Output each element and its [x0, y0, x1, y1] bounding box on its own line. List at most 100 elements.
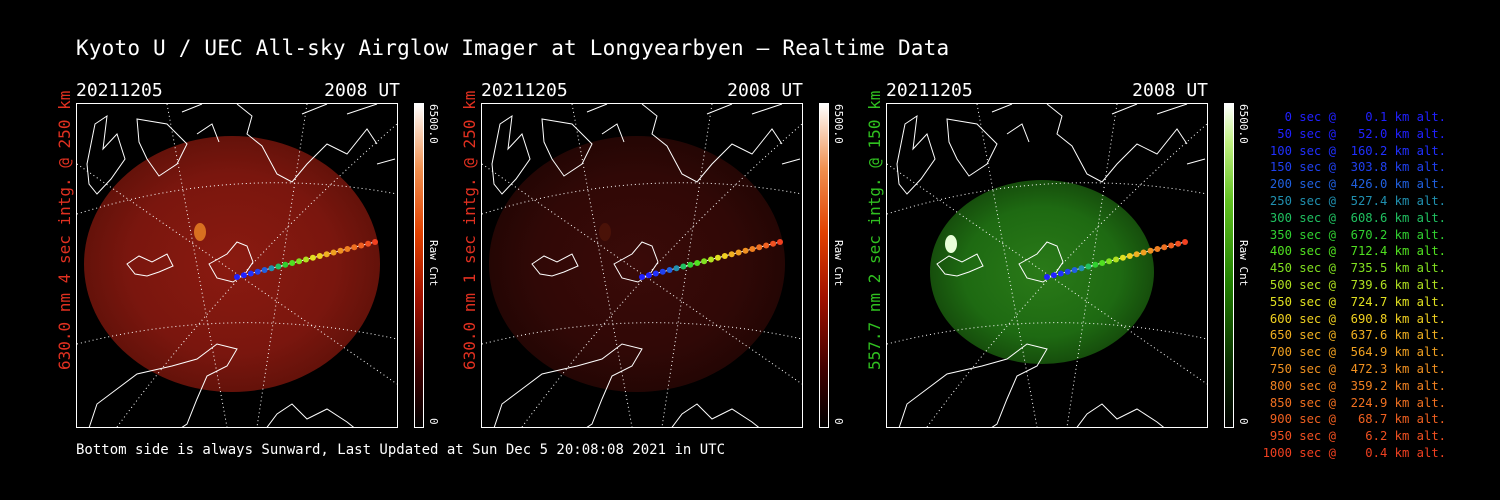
coastline: [126, 253, 174, 277]
panel-1-colorbar-min: 0: [427, 418, 440, 425]
coastline: [1018, 241, 1064, 283]
legend-row: 650 sec @ 637.6 km alt.: [1262, 328, 1446, 343]
map-gridline: [661, 104, 713, 427]
legend-row: 900 sec @ 68.7 km alt.: [1262, 412, 1446, 427]
panel-3-colorbar-max: 6500.0: [1237, 104, 1250, 144]
trajectory-point: [282, 261, 289, 268]
map-gridline: [256, 104, 308, 427]
legend-row: 400 sec @ 712.4 km alt.: [1262, 244, 1446, 259]
coastline: [706, 104, 801, 165]
coastline: [671, 403, 760, 427]
trajectory-point: [1140, 249, 1147, 256]
panel-1-ylabel: 630.0 nm 4 sec intg. @ 250 km: [55, 90, 74, 370]
trajectory-point: [1099, 260, 1106, 266]
trajectory-point: [1161, 244, 1168, 251]
trajectory-point: [645, 272, 652, 279]
trajectory-point: [756, 244, 763, 251]
panel-1-colorbar-max: 6500.0: [427, 104, 440, 144]
panel-2-ylabel: 630.0 nm 1 sec intg. @ 250 km: [460, 90, 479, 370]
legend-row: 300 sec @ 608.6 km alt.: [1262, 210, 1446, 225]
legend-row: 0 sec @ 0.1 km alt.: [1262, 110, 1446, 124]
legend-row: 850 sec @ 224.9 km alt.: [1262, 395, 1446, 410]
coastline: [946, 118, 998, 177]
panel-1-allsky-image: [76, 103, 398, 428]
panel-1-date: 20211205: [76, 80, 163, 101]
aurora-bright-spot: [599, 223, 611, 241]
trajectory-point: [1147, 247, 1154, 254]
coastline: [266, 403, 355, 427]
panel-3-allsky-image: [886, 103, 1208, 428]
coastline: [493, 343, 643, 427]
legend-row: 700 sec @ 564.9 km alt.: [1262, 345, 1446, 360]
map-gridline: [926, 123, 1207, 427]
legend-row: 50 sec @ 52.0 km alt.: [1262, 126, 1446, 141]
map-gridline: [887, 322, 1207, 345]
panel-2-date: 20211205: [481, 80, 568, 101]
trajectory-point: [652, 270, 659, 277]
trajectory-point: [777, 239, 783, 245]
trajectory-point: [1092, 261, 1099, 268]
trajectory-point: [714, 254, 721, 261]
trajectory-point: [254, 268, 261, 275]
trajectory-point: [694, 260, 701, 266]
trajectory-point: [358, 242, 365, 249]
trajectory-point: [365, 240, 372, 247]
panel-3-date: 20211205: [886, 80, 973, 101]
legend-row: 950 sec @ 6.2 km alt.: [1262, 429, 1446, 444]
trajectory-point: [708, 256, 714, 263]
trajectory-point: [742, 247, 749, 254]
coastline: [491, 114, 531, 195]
trajectory-point: [372, 239, 378, 245]
trajectory-point: [687, 261, 694, 268]
aurora-bright-spot: [194, 223, 206, 241]
coastline: [936, 253, 984, 277]
legend-row: 750 sec @ 472.3 km alt.: [1262, 361, 1446, 376]
trajectory-point: [289, 260, 296, 266]
trajectory-point: [261, 267, 268, 273]
map-gridline: [166, 104, 228, 427]
coastline: [88, 343, 238, 427]
panel-3-ylabel: 557.7 nm 2 sec intg. @ 150 km: [865, 90, 884, 370]
legend-row: 800 sec @ 359.2 km alt.: [1262, 378, 1446, 393]
map-gridline: [482, 322, 802, 345]
trajectory-point: [1168, 242, 1175, 249]
footer-note: Bottom side is always Sunward, Last Upda…: [76, 442, 726, 458]
legend-row: 100 sec @ 160.2 km alt.: [1262, 143, 1446, 158]
coastline: [1046, 104, 1188, 183]
trajectory-point: [247, 270, 254, 277]
trajectory-point: [721, 253, 728, 259]
airglow-sky-region: [930, 180, 1154, 364]
trajectory-point: [680, 263, 687, 270]
trajectory-point: [763, 242, 770, 249]
trajectory-point: [666, 267, 673, 273]
trajectory-point: [1175, 240, 1182, 247]
trajectory-legend: 0 sec @ 0.1 km alt. 50 sec @ 52.0 km alt…: [1262, 109, 1446, 462]
legend-row: 600 sec @ 690.8 km alt.: [1262, 311, 1446, 326]
trajectory-point: [1064, 268, 1071, 275]
trajectory-point: [770, 240, 777, 247]
panel-1-colorbar-unit: Raw Cnt: [427, 240, 440, 287]
map-gridline: [482, 163, 802, 385]
trajectory-point: [268, 265, 275, 272]
coastline: [136, 118, 188, 177]
legend-row: 1000 sec @ 0.4 km alt.: [1262, 445, 1446, 460]
panel-1-time: 2008 UT: [324, 80, 400, 101]
legend-row: 150 sec @ 303.8 km alt.: [1262, 160, 1446, 175]
panel-3-colorbar-min: 0: [1237, 418, 1250, 425]
coastline: [898, 343, 1048, 427]
coastline: [301, 104, 396, 165]
panel-3-colorbar-unit: Raw Cnt: [1237, 240, 1250, 287]
coastline: [586, 104, 625, 143]
trajectory-point: [701, 258, 708, 265]
legend-row: 450 sec @ 735.5 km alt.: [1262, 261, 1446, 276]
aurora-bright-spot: [945, 235, 957, 253]
trajectory-point: [323, 251, 330, 258]
trajectory-point: [1044, 274, 1050, 280]
coastline: [896, 114, 936, 195]
coastline: [86, 114, 126, 195]
trajectory-point: [337, 247, 344, 254]
trajectory-point: [1071, 267, 1078, 273]
map-gridline: [77, 163, 397, 385]
trajectory-point: [234, 274, 240, 280]
map-gridline: [887, 163, 1207, 385]
